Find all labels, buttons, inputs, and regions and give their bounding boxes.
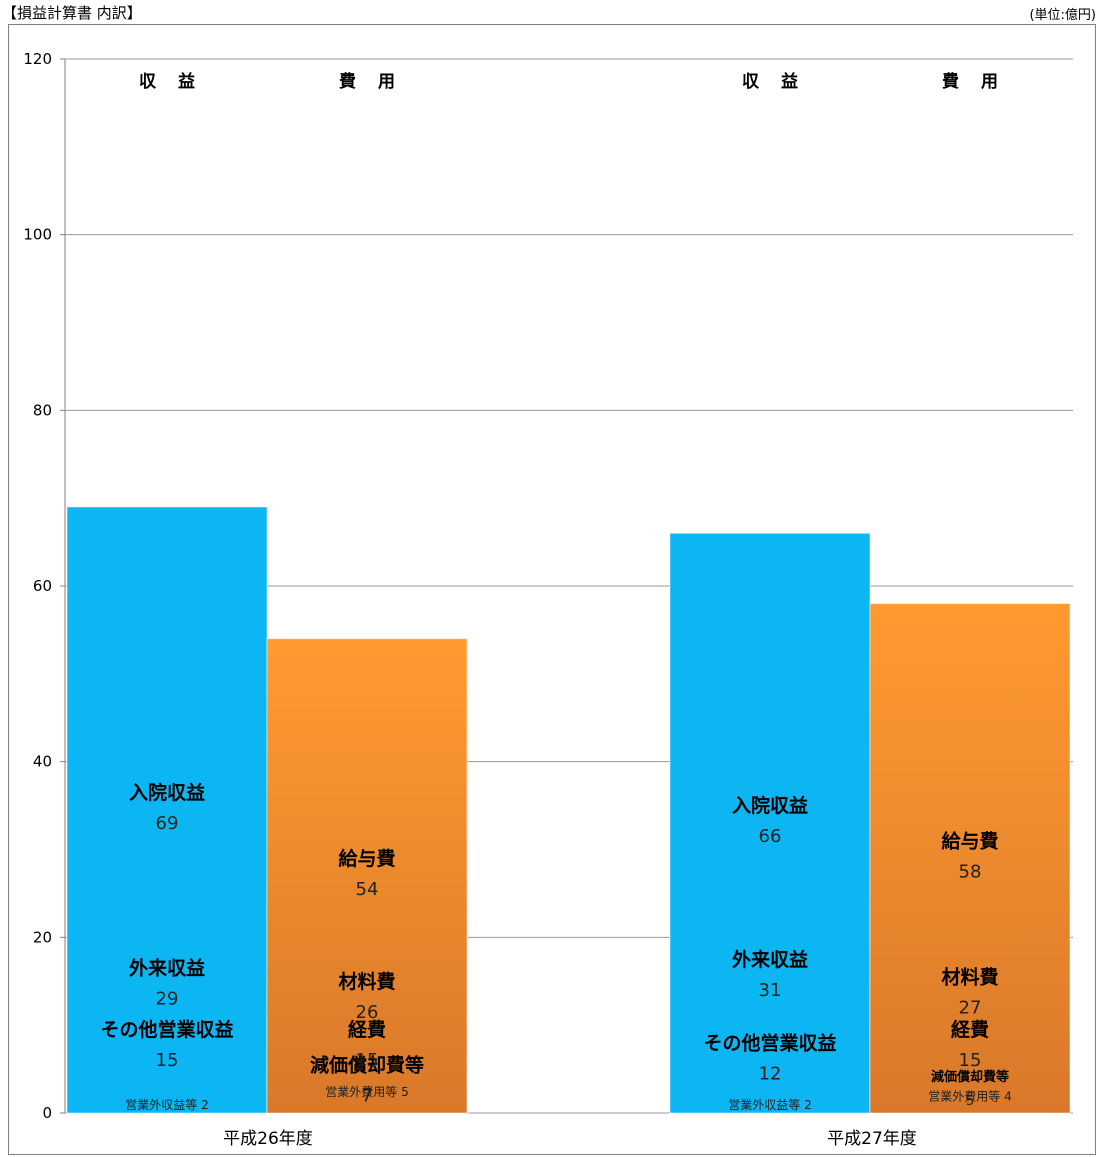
segment-name-label: 給与費 [941,829,998,852]
y-tick-label: 20 [33,928,52,946]
segment-name-label: 減価償却費等 [931,1069,1009,1085]
segment-label: 営業外収益等 2 [728,1098,811,1112]
segment-value-label: 5 [966,1094,974,1109]
bar-segment [669,532,871,1114]
segment-value-label: 27 [959,997,982,1018]
y-tick-label: 0 [42,1104,52,1122]
segment-label: 営業外費用等 4 [928,1088,1011,1103]
segment-value-label: 12 [759,1063,782,1084]
segment-name-label: 入院収益 [732,794,808,817]
segment-value-label: 29 [156,989,179,1010]
x-category-label: 平成27年度 [827,1129,917,1149]
y-axis: 0 20 40 60 80 100 120 [23,50,66,1122]
segment-value-label: 66 [759,826,782,847]
segment-label: 営業外費用等 5 [325,1084,408,1099]
bars [66,506,1071,1114]
segment-value-label: 15 [156,1050,179,1071]
segment-name-label: 給与費 [338,847,395,870]
segment-name-label: 経費 [951,1018,989,1041]
y-tick-label: 80 [33,401,52,419]
y-tick-label: 120 [23,50,52,68]
column-heading: 収 益 [139,71,203,92]
chart-title: 【損益計算書 内訳】 [2,4,142,22]
unit-label: (単位:億円) [1029,8,1096,23]
segment-value-label: 58 [959,861,982,882]
segment-name-label: 外来収益 [129,957,205,980]
segment-name-label: 減価償却費等 [310,1053,424,1076]
segment-name-label: 入院収益 [129,781,205,804]
segment-value-label: 31 [759,980,782,1001]
y-tick-label: 100 [23,226,52,244]
segment-value-label: 15 [356,1050,379,1071]
segment-name-label: 外来収益 [732,948,808,971]
bar-segment [869,603,1071,1114]
y-tick-label: 60 [33,577,52,595]
segment-name-label: その他営業収益 [703,1031,836,1054]
bar-segment [266,638,468,1114]
segment-name-label: 経費 [348,1018,386,1041]
column-heading: 費 用 [339,71,403,92]
y-tick-label: 40 [33,753,52,771]
segment-name-label: 材料費 [941,965,998,988]
column-heading: 収 益 [742,71,806,92]
bar-segment [66,506,268,1114]
segment-value-label: 15 [959,1050,982,1071]
segment-value-label: 54 [356,879,379,900]
column-heading: 費 用 [942,71,1006,92]
segment-label: 営業外収益等 2 [125,1098,208,1112]
segment-name-label: 材料費 [338,970,395,993]
segment-value-label: 69 [156,813,179,834]
segment-name-label: その他営業収益 [100,1018,233,1041]
x-category-label: 平成26年度 [223,1129,313,1149]
segment-value-label: 26 [356,1002,379,1023]
chart-frame [8,24,1096,1155]
segment-value-label: 7 [361,1085,372,1106]
